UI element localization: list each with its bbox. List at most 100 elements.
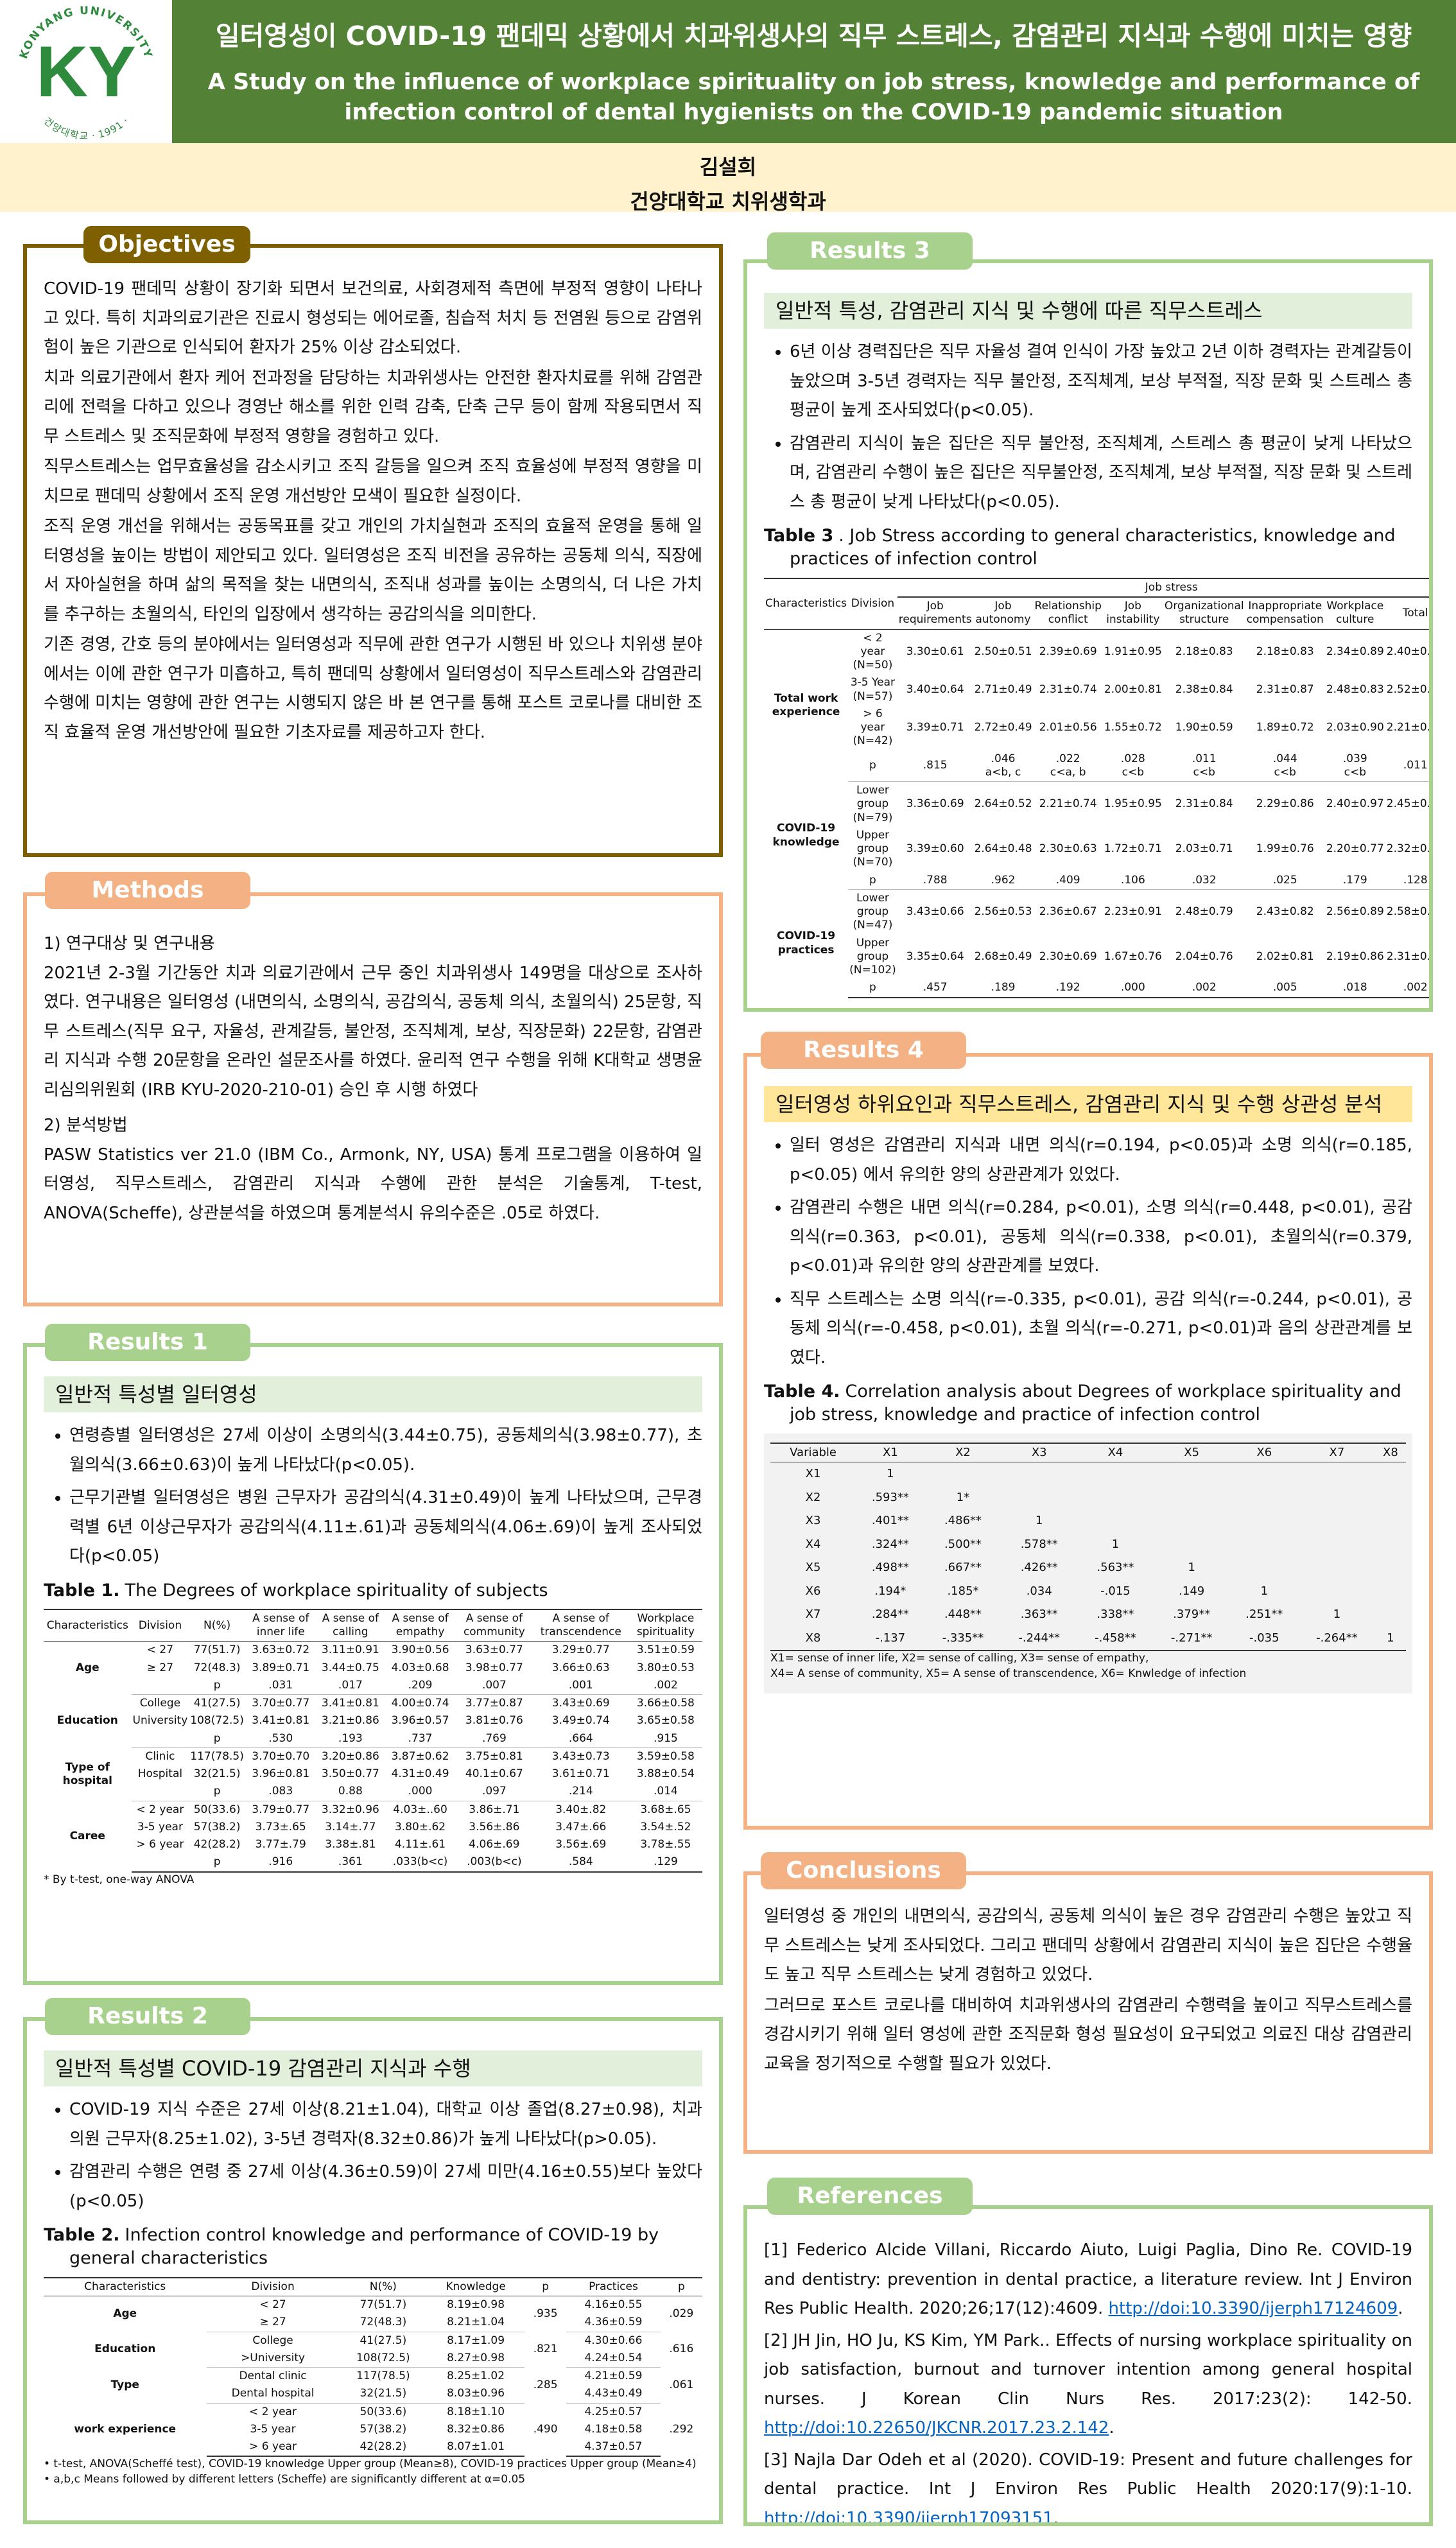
block-heading: 1) 연구대상 및 연구내용 [44,934,215,953]
paragraph: 치과 의료기관에서 환자 케어 전과정을 담당하는 치과위생사는 안전한 환자치… [44,368,702,446]
reference-link[interactable]: http://doi:10.3390/ijerph17124609 [1108,2299,1398,2318]
table-cell: X5 [805,1561,821,1575]
table-cell: 4.11±.61 [394,1838,446,1851]
logo-ring-bottom-text: 건양대학교 · 1991 · [42,115,131,142]
table-cell: 2.18±0.83 [1256,645,1314,658]
table-cell: Upper group (N=102) [849,936,896,977]
table-cell: .034 [1026,1584,1052,1598]
table-cell: .324** [871,1537,909,1551]
column-header: Job stress [897,577,1429,598]
table-cell: 3.47±.66 [555,1820,607,1833]
table-row: Upper group (N=70) 3.39±0.60 2.64±0.48 2.30… [764,827,1429,872]
group-label: COVID-19 practices [777,930,836,957]
table-cell: .018 [1324,979,1385,998]
table-cell: 72(48.3) [339,2314,428,2332]
table-cell: X1 [805,1467,821,1481]
table-row: 3-5 year 57(38.2) 8.32±0.86 4.18±0.58 [44,2421,702,2438]
table-cell: 8.17±1.09 [447,2334,505,2347]
table-row: ≥ 27 72(48.3) 8.21±1.04 4.36±0.59 [44,2314,702,2332]
bullet-list: 일터 영성은 감염관리 지식과 내면 의식(r=0.194, p<0.05)과 … [764,1131,1412,1373]
table-cell: 1.55±0.72 [1104,721,1162,734]
table-cell: 108(72.5) [190,1714,244,1728]
table-cell: .031 [245,1676,316,1695]
table-cell: 1 [1036,1514,1043,1528]
table-cell: 4.16±0.55 [584,2298,643,2312]
table-row: p .788.962.409.106.032.025.179.128 [764,871,1429,890]
column-header: Workplace spirituality [628,1608,702,1642]
table-cell: 2.52±0.54 [1386,683,1431,696]
table-cell: 3.96±0.81 [252,1767,310,1781]
column-header: Division [131,1608,189,1642]
table-caption: Table 3. Job Stress according to general… [764,524,1412,571]
empty-cell [1154,1486,1230,1510]
column-header: A sense of inner life [245,1608,316,1642]
table-row: Hospital 32(21.5) 3.96±0.81 3.50±0.77 4.31±0… [44,1765,702,1783]
paragraph: 기존 경영, 간호 등의 분야에서는 일터영성과 직무에 관한 연구가 시행된 … [44,635,702,742]
table-row: University 108(72.5) 3.41±0.81 3.21±0.86 3.9… [44,1712,702,1729]
table-cell: .500** [944,1537,982,1551]
header-row: Characteristics Division Job stress [764,577,1429,630]
table-cell: Upper group (N=70) [853,828,893,869]
table-cell: 42(28.2) [193,1838,241,1851]
table-cell: .039 c<b [1324,750,1385,783]
logo-graphic: KONYANG UNIVERSITY 건양대학교 · 1991 · KY [17,4,153,142]
table-cell: 3.56±.86 [469,1820,520,1833]
table-cell: .788 [897,871,973,890]
table-row: COVID-19 practices Lower group (N=47) 3.43… [764,889,1429,957]
reference-link[interactable]: http://doi:10.22650/JKCNR.2017.23.2.142 [764,2418,1109,2438]
table-cell: Lower group (N=79) [853,784,893,824]
group-label: Type of hospital [62,1760,112,1787]
table-cell: 3.88±0.54 [636,1767,695,1781]
poster-title: 일터영성이 COVID-19 팬데믹 상황에서 치과위생사의 직무 스트레스, … [215,21,1412,51]
group-label: Caree [69,1829,105,1842]
table-cell: 2.03±0.71 [1175,842,1233,856]
table-cell: < 2 year [249,2405,297,2418]
table-body: X1 1 X2 .593** 1* X3 .401** .486** 1 X4 .324** .500… [770,1462,1406,1652]
column-header: Characteristics [44,1608,132,1642]
table-cell: 3.86±.71 [469,1803,520,1816]
table-note: • t-test, ANOVA(Scheffé test), COVID-19 … [44,2457,697,2471]
table-cell: 3.20±0.86 [321,1749,379,1763]
empty-cell [1299,1462,1375,1486]
table-cell: 108(72.5) [339,2349,428,2368]
table-cell: 3.77±0.87 [465,1697,523,1710]
table-cell: 2.31±0.74 [1039,683,1097,696]
table-cell: .193 [316,1729,385,1748]
table-cell: 2.48±0.83 [1326,683,1384,696]
reference-link[interactable]: http://doi:10.3390/ijerph17093151 [764,2508,1053,2526]
table-cell: .017 [316,1676,385,1695]
table-cell: 3.65±0.58 [636,1714,695,1728]
table-cell: X8 [770,1626,856,1652]
table-cell: 1.95±0.95 [1104,797,1162,811]
table-cell: 3.36±0.69 [906,797,964,811]
section-box: [1] Federico Alcide Villani, Riccardo Ai… [743,2205,1433,2526]
column-header: X8 [1374,1442,1406,1463]
table-cell: < 27 [259,2298,286,2312]
poster-subtitle: A Study on the influence of workplace sp… [207,69,1420,126]
table-cell: > 6 year (N=42) [853,707,893,748]
reference-text: [3] Najla Dar Odeh et al (2020). COVID-1… [764,2450,1412,2499]
section-heading: Results 1 [45,1324,250,1361]
table-cell: 0.88 [316,1783,385,1801]
block-heading: 2) 분석방법 [44,1116,128,1135]
p-value: .490 [533,2423,558,2436]
empty-cell [1299,1580,1375,1604]
table-cell: 1* [956,1490,970,1504]
table-cell: 8.32±0.86 [447,2422,505,2436]
table-cell: 2.04±0.76 [1175,949,1233,963]
table-cell: 4.30±0.66 [584,2334,643,2347]
table-cell: .149 [1179,1584,1205,1598]
table-note: X4= A sense of community, X5= A sense of… [770,1667,1247,1681]
empty-cell [1375,1603,1406,1627]
bullet: 감염관리 수행은 연령 중 27세 이상(4.36±0.59)이 27세 미만(… [69,2158,702,2216]
table-cell: .011 c<b [1163,750,1245,783]
table-cell: .129 [628,1853,702,1873]
section-box: 1) 연구대상 및 연구내용 2021년 2-3월 기간동안 치과 의료기관에서 … [23,892,723,1306]
table-cell: 3.32±0.96 [321,1803,379,1816]
table-cell: 50(33.6) [360,2405,407,2418]
empty-cell [1154,1462,1230,1486]
section-box: 일터영성 하위요인과 직무스트레스, 감염관리 지식 및 수행 상관성 분석일터… [743,1053,1433,1830]
table-cell: 2.18±0.83 [1175,645,1233,658]
table-cell: .106 [1102,871,1163,890]
